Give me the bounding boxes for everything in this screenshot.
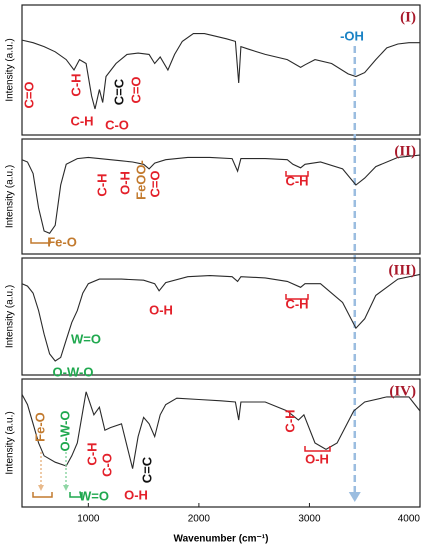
band-annotation: C=C bbox=[111, 78, 126, 105]
x-tick-label: 3000 bbox=[298, 514, 321, 525]
band-annotation: C-O bbox=[99, 453, 114, 477]
y-axis-label: Intensity (a.u.) bbox=[5, 411, 16, 474]
band-annotation: O-H bbox=[305, 451, 329, 466]
band-annotation: C-H bbox=[68, 73, 83, 96]
panel-label: (III) bbox=[388, 262, 416, 278]
bracket bbox=[69, 492, 83, 498]
panel-frame bbox=[21, 138, 421, 255]
band-annotation: O-H bbox=[124, 487, 148, 502]
reference-arrow bbox=[348, 492, 361, 502]
panel-label: (IV) bbox=[389, 383, 416, 399]
y-axis-label: Intensity (a.u.) bbox=[5, 38, 16, 101]
band-annotation: -OH bbox=[340, 28, 364, 43]
panel-frame bbox=[21, 257, 421, 376]
hint-arrowhead bbox=[38, 485, 44, 491]
spectrum-line bbox=[21, 391, 421, 469]
x-tick-label: 4000 bbox=[398, 514, 421, 525]
y-axis-label: Intensity (a.u.) bbox=[5, 285, 16, 348]
panel-label: (II) bbox=[394, 143, 416, 159]
bracket bbox=[32, 492, 53, 498]
band-annotation: Fe-O bbox=[47, 234, 77, 249]
spectrum-line bbox=[21, 33, 420, 110]
band-annotation: C-H bbox=[285, 173, 308, 188]
band-annotation: O-H bbox=[149, 302, 173, 317]
band-annotation: O-H bbox=[117, 171, 132, 195]
bracket bbox=[285, 171, 309, 177]
band-annotation: C-H bbox=[84, 442, 99, 465]
y-axis-label: Intensity (a.u.) bbox=[5, 165, 16, 228]
spectrum-line bbox=[21, 154, 421, 234]
band-annotation: C=C bbox=[139, 456, 154, 483]
band-annotation: O-W-O bbox=[57, 411, 72, 452]
band-annotation: C-H bbox=[70, 113, 93, 128]
band-annotation: C=O bbox=[21, 81, 36, 108]
panel-label: (I) bbox=[400, 9, 416, 25]
panel-frame bbox=[21, 4, 421, 136]
band-annotation: C-O bbox=[105, 117, 129, 132]
band-annotation: W=O bbox=[79, 488, 109, 503]
bracket bbox=[285, 294, 309, 300]
spectrum-line bbox=[21, 273, 421, 362]
band-annotation: O-W-O bbox=[53, 364, 94, 379]
band-annotation: C-H bbox=[282, 409, 297, 432]
bracket bbox=[304, 446, 331, 452]
x-tick-label: 1000 bbox=[77, 514, 100, 525]
bracket bbox=[30, 238, 51, 244]
band-annotation: W=O bbox=[71, 331, 101, 346]
x-axis-label: Wavenumber (cm⁻¹) bbox=[174, 534, 269, 545]
band-annotation: C-H bbox=[285, 296, 308, 311]
band-annotation: C=O bbox=[128, 76, 143, 103]
hint-arrowhead bbox=[63, 485, 69, 491]
x-tick-label: 2000 bbox=[188, 514, 211, 525]
band-annotation: Fe-O bbox=[32, 412, 47, 442]
panel-frame bbox=[21, 378, 421, 508]
band-annotation: C-H bbox=[94, 173, 109, 196]
band-annotation: FeOO- bbox=[133, 160, 148, 200]
band-annotation: C=O bbox=[147, 170, 162, 197]
